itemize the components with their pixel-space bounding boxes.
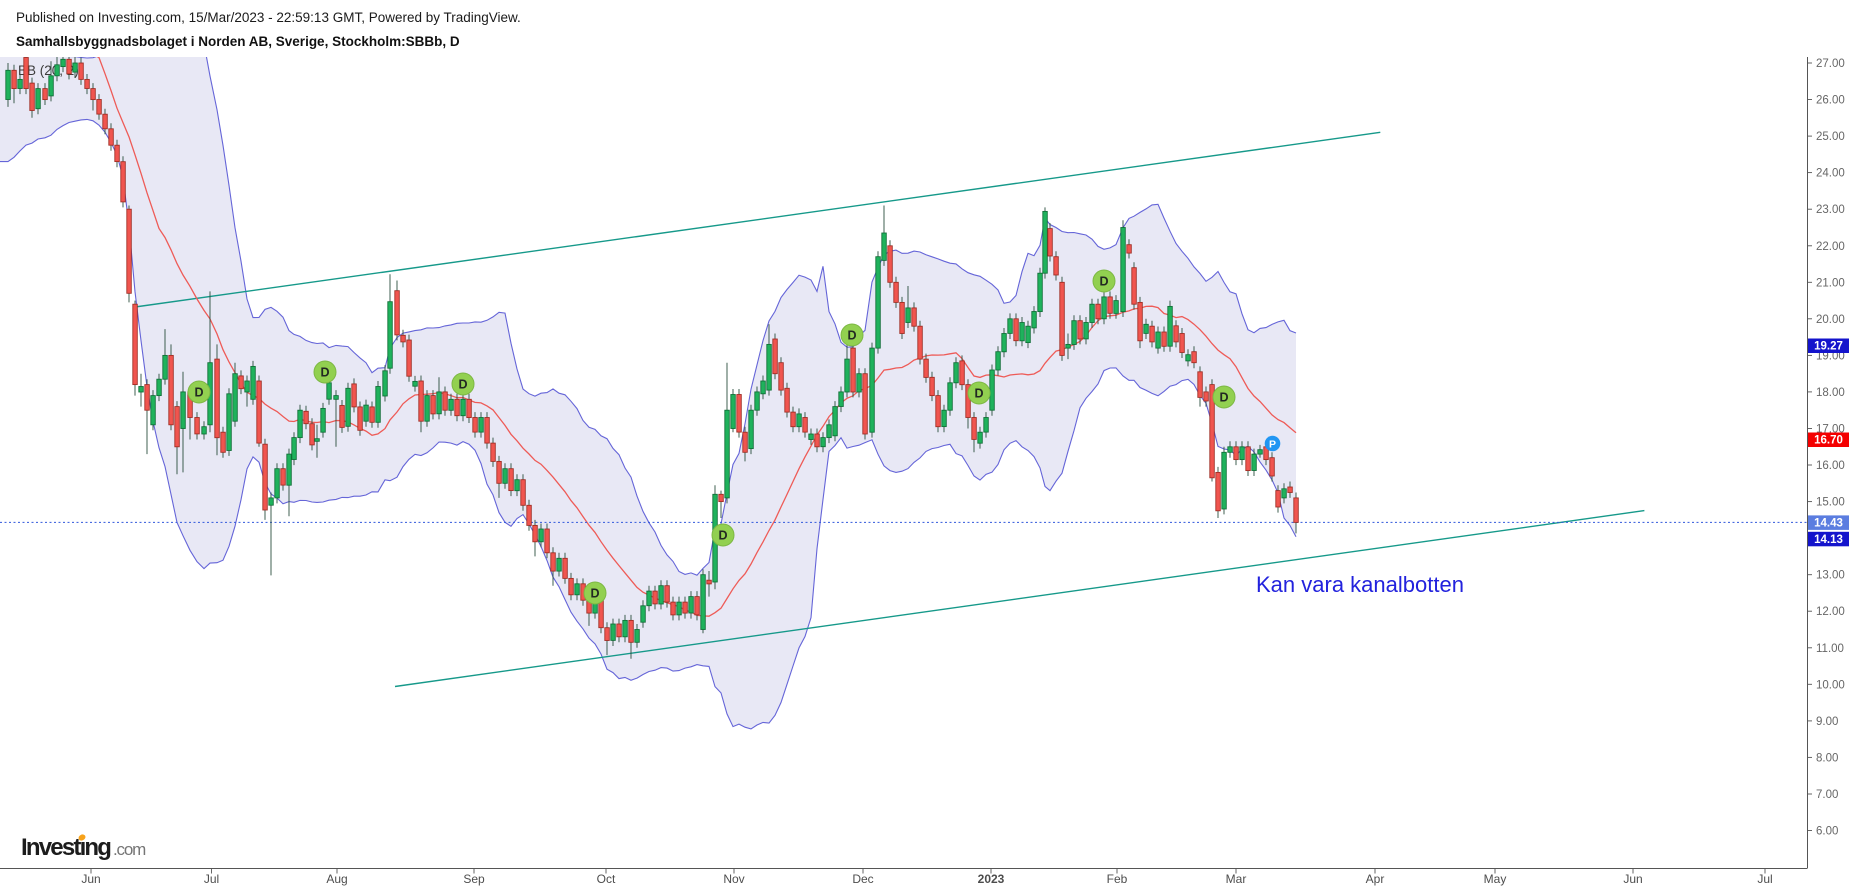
svg-text:16.70: 16.70 — [1814, 435, 1843, 447]
svg-text:D: D — [974, 387, 983, 401]
svg-text:D: D — [718, 529, 727, 543]
svg-text:Feb: Feb — [1107, 872, 1128, 886]
svg-text:.com: .com — [113, 840, 146, 859]
svg-text:Jul: Jul — [1757, 872, 1772, 886]
svg-text:D: D — [590, 587, 599, 601]
svg-text:26.00: 26.00 — [1816, 95, 1845, 107]
svg-text:Kan vara kanalbotten: Kan vara kanalbotten — [1256, 572, 1464, 597]
svg-text:6.00: 6.00 — [1816, 826, 1838, 838]
svg-text:Jul: Jul — [204, 872, 219, 886]
svg-text:Jun: Jun — [81, 872, 100, 886]
svg-text:19.27: 19.27 — [1814, 341, 1843, 353]
svg-text:25.00: 25.00 — [1816, 131, 1845, 143]
svg-text:9.00: 9.00 — [1816, 716, 1838, 728]
svg-text:Investıng: Investıng — [21, 834, 111, 861]
svg-text:10.00: 10.00 — [1816, 679, 1845, 691]
svg-text:11.00: 11.00 — [1816, 643, 1844, 655]
svg-text:May: May — [1484, 872, 1507, 886]
svg-text:D: D — [847, 329, 856, 343]
svg-text:15.00: 15.00 — [1816, 497, 1845, 509]
svg-text:D: D — [194, 386, 203, 400]
svg-text:Oct: Oct — [597, 872, 616, 886]
svg-text:19.00: 19.00 — [1816, 350, 1845, 362]
svg-text:7.00: 7.00 — [1816, 789, 1838, 801]
svg-text:Aug: Aug — [326, 872, 347, 886]
svg-text:23.00: 23.00 — [1816, 204, 1845, 216]
svg-text:D: D — [1219, 391, 1228, 405]
svg-text:Sep: Sep — [463, 872, 485, 886]
svg-text:12.00: 12.00 — [1816, 606, 1845, 618]
svg-text:16.00: 16.00 — [1816, 460, 1845, 472]
svg-text:22.00: 22.00 — [1816, 241, 1845, 253]
svg-text:Mar: Mar — [1226, 872, 1247, 886]
svg-text:D: D — [320, 366, 329, 380]
svg-text:24.00: 24.00 — [1816, 168, 1845, 180]
svg-text:8.00: 8.00 — [1816, 752, 1838, 764]
svg-text:D: D — [458, 378, 467, 392]
svg-text:Samhallsbyggnadsbolaget i Nord: Samhallsbyggnadsbolaget i Norden AB, Sve… — [16, 34, 460, 49]
svg-text:18.00: 18.00 — [1816, 387, 1845, 399]
svg-text:Apr: Apr — [1366, 872, 1385, 886]
svg-text:27.00: 27.00 — [1816, 58, 1845, 70]
svg-text:Jun: Jun — [1623, 872, 1642, 886]
svg-text:Nov: Nov — [723, 872, 744, 886]
svg-text:20.00: 20.00 — [1816, 314, 1845, 326]
svg-text:P: P — [1269, 439, 1276, 451]
svg-text:14.43: 14.43 — [1814, 518, 1843, 530]
svg-text:Dec: Dec — [852, 872, 873, 886]
svg-text:13.00: 13.00 — [1816, 570, 1845, 582]
svg-text:2023: 2023 — [978, 872, 1005, 886]
svg-text:14.13: 14.13 — [1814, 534, 1843, 546]
svg-text:21.00: 21.00 — [1816, 277, 1845, 289]
svg-text:Published on Investing.com, 15: Published on Investing.com, 15/Mar/2023 … — [16, 10, 521, 25]
svg-text:D: D — [1099, 275, 1108, 289]
